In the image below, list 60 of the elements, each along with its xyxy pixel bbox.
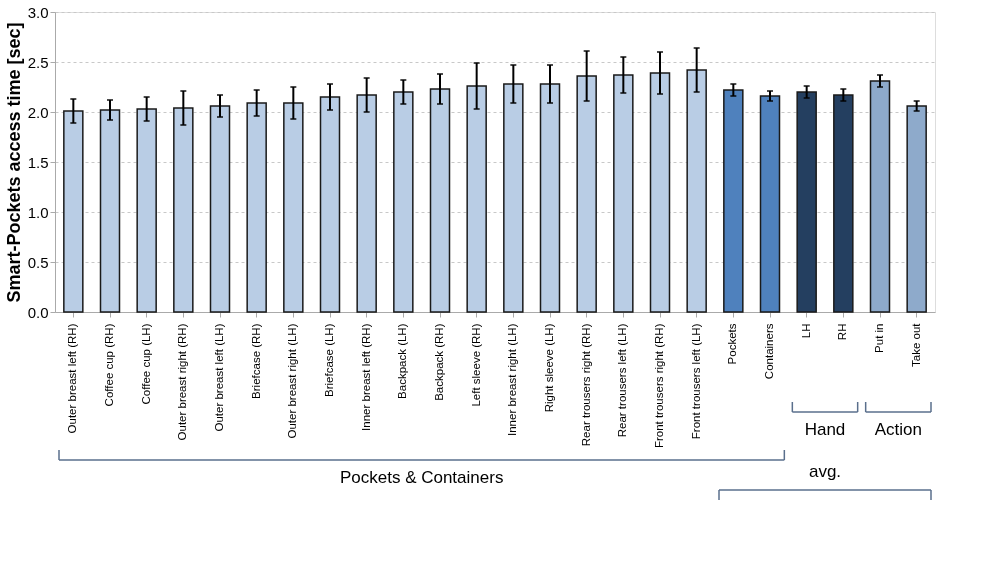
bar <box>833 94 854 313</box>
x-tick-label: Containers <box>763 323 775 380</box>
x-tick-label: Front trousers right (RH) <box>653 323 665 449</box>
bar <box>576 75 597 313</box>
x-tick-label: Backpack (RH) <box>433 323 445 401</box>
bar <box>759 95 781 313</box>
text: avg. <box>808 462 842 481</box>
y-tick-label: 1.0 <box>27 203 49 221</box>
x-tick-label: Front trousers left (LH) <box>689 323 702 440</box>
x-tick-label: Backpack (LH) <box>396 323 409 399</box>
x-tick-label: Rear trousers left (LH) <box>616 323 629 438</box>
x-tick-label: Inner breast left (RH) <box>359 323 372 431</box>
bar <box>319 96 341 313</box>
bar <box>503 83 524 313</box>
x-tick-label: Rear trousers right (RH) <box>579 323 592 447</box>
text: Action <box>874 420 922 439</box>
y-tick-label: 2.5 <box>27 53 49 71</box>
y-tick-label: 2.0 <box>27 103 49 121</box>
x-tick-label: Coffee cup (LH) <box>139 323 152 405</box>
text: Hand <box>804 420 846 439</box>
bar <box>429 88 451 313</box>
bar <box>906 105 927 313</box>
bar <box>613 74 634 313</box>
bar <box>136 108 157 313</box>
bar <box>246 102 267 313</box>
x-tick-label: Outer breast right (LH) <box>286 323 299 439</box>
bar <box>466 85 487 313</box>
x-tick-label: Put in <box>873 323 885 353</box>
x-tick-label: LH <box>799 323 812 339</box>
x-tick-label: Outer breast left (RH) <box>66 323 79 434</box>
x-tick-label: Inner breast right (LH) <box>506 323 519 436</box>
bar <box>393 91 414 313</box>
text: Pockets & Containers <box>339 468 504 487</box>
x-tick-label: Take out <box>909 322 922 367</box>
x-tick-label: Right sleeve (LH) <box>543 323 555 413</box>
x-tick-label: Outer breast left (LH) <box>213 323 225 432</box>
bar <box>356 94 377 313</box>
y-tick-label: 1.5 <box>27 153 49 171</box>
y-axis-title: Smart-Pockets access time [sec] <box>3 22 24 303</box>
bar <box>796 91 817 313</box>
bar <box>869 80 891 313</box>
x-tick-label: Briefcase (RH) <box>249 323 262 399</box>
x-tick-label: Left sleeve (RH) <box>469 323 482 407</box>
x-tick-label: Coffee cup (RH) <box>103 323 115 407</box>
x-tick-label: Outer breast right (RH) <box>176 323 189 441</box>
bar <box>99 109 121 313</box>
bar <box>283 102 304 313</box>
bar <box>723 89 744 313</box>
bar <box>686 69 707 313</box>
bar <box>63 110 84 313</box>
bar <box>649 72 671 313</box>
y-tick-label: 3.0 <box>27 3 49 21</box>
bar <box>173 107 194 313</box>
x-tick-label: Briefcase (LH) <box>323 323 335 397</box>
x-tick-label: Pockets <box>726 323 739 365</box>
x-tick-label: RH <box>836 323 849 341</box>
bar <box>209 105 231 313</box>
bar <box>539 83 561 313</box>
y-tick-label: 0.5 <box>27 253 49 271</box>
y-tick-label: 0.0 <box>27 303 49 321</box>
